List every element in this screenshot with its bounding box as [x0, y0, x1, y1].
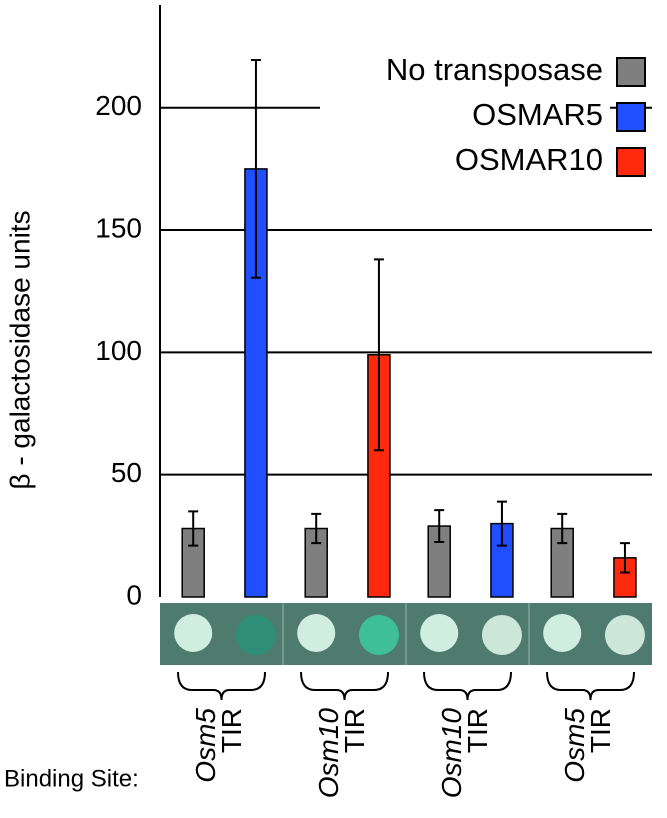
error-bar: [434, 509, 445, 543]
colony: [174, 614, 213, 652]
error-bar: [188, 510, 199, 547]
error-bar: [557, 512, 568, 545]
y-tick-label: 50: [111, 457, 142, 488]
colony: [235, 615, 276, 655]
x-tick-label: Osm10: [436, 708, 467, 799]
error-bar: [188, 510, 199, 547]
legend-background: [320, 142, 610, 182]
legend-label: No transposase: [386, 52, 603, 87]
colony: [297, 614, 336, 652]
legend-background: [320, 97, 610, 137]
colony: [481, 615, 522, 655]
legend-label: OSMAR5: [472, 97, 603, 132]
legend-label: OSMAR10: [455, 142, 603, 177]
y-tick-label: 0: [126, 579, 142, 610]
error-bar: [496, 500, 507, 547]
error-bar: [250, 59, 261, 279]
error-bar: [557, 512, 568, 545]
error-bar: [496, 500, 507, 547]
x-tick-label: Osm10: [313, 708, 344, 799]
x-tick-label: TIR: [216, 708, 247, 753]
x-tick-label: TIR: [585, 708, 616, 753]
legend-swatch: [616, 57, 646, 87]
error-bar: [250, 59, 261, 279]
error-bar: [619, 542, 630, 574]
error-bar: [311, 512, 322, 545]
error-bar: [373, 258, 384, 452]
bracket: [300, 671, 389, 701]
error-bar: [311, 512, 322, 545]
error-bar: [434, 509, 445, 543]
colony: [604, 615, 645, 655]
colony: [543, 614, 582, 652]
error-bar: [373, 258, 384, 452]
bracket: [423, 671, 512, 701]
colony: [420, 614, 459, 652]
y-axis-label: β - galactosidase units: [4, 210, 35, 489]
x-tick-label: Osm5: [190, 708, 221, 783]
bracket: [546, 671, 635, 701]
colony: [358, 615, 399, 655]
bracket: [177, 671, 266, 701]
x-tick-label: TIR: [339, 708, 370, 753]
y-tick-label: 100: [95, 335, 142, 366]
legend-swatch: [616, 147, 646, 177]
x-axis-label: Binding Site:: [4, 765, 139, 792]
y-tick-label: 200: [95, 90, 142, 121]
legend-background: [320, 52, 610, 92]
error-bar: [619, 542, 630, 574]
x-tick-label: TIR: [462, 708, 493, 753]
x-tick-label: Osm5: [559, 708, 590, 783]
legend-swatch: [616, 102, 646, 132]
y-tick-label: 150: [95, 212, 142, 243]
